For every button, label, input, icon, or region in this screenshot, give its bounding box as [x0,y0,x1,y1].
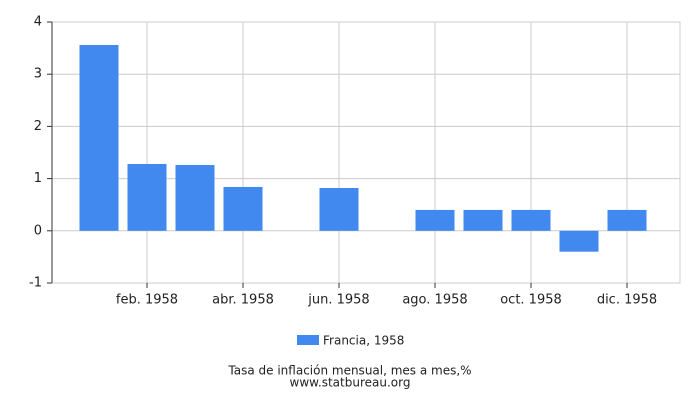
x-tick-label: abr. 1958 [212,293,274,308]
x-tick-label: feb. 1958 [116,293,178,308]
bar [175,165,215,231]
bar [463,209,503,231]
x-tick-label: jun. 1958 [307,293,369,308]
y-tick-label: 3 [34,67,42,82]
legend-label: Francia, 1958 [323,334,404,348]
y-tick-label: 0 [34,223,42,238]
chart-source: www.statbureau.org [290,376,411,390]
bar [127,163,167,231]
x-tick-label: dic. 1958 [597,293,657,308]
x-tick-label: oct. 1958 [500,293,562,308]
bar [223,186,263,231]
bar [607,209,647,231]
y-tick-label: 4 [34,15,42,30]
legend-swatch [297,335,319,345]
bar [511,209,551,231]
bar [559,230,599,252]
y-tick-label: 1 [34,171,42,186]
y-tick-label: 2 [34,119,42,134]
bar [319,187,359,231]
x-tick-label: ago. 1958 [402,293,467,308]
chart-footer: Tasa de inflación mensual, mes a mes,% [227,364,471,378]
bar [79,44,119,231]
bar [415,209,455,231]
y-tick-label: -1 [29,276,42,291]
